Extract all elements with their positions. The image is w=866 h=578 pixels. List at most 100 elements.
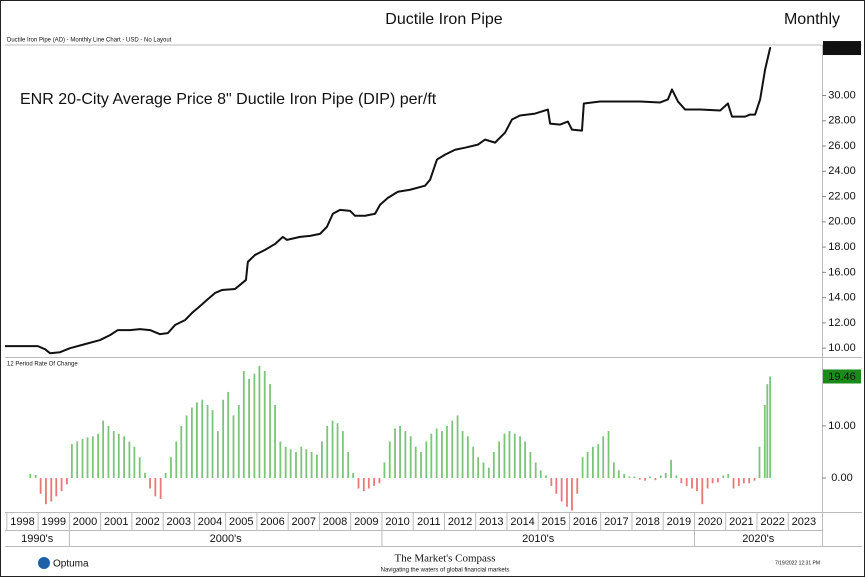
roc-bar — [196, 402, 198, 479]
roc-bar — [102, 420, 105, 479]
roc-bar — [420, 451, 422, 479]
roc-bar — [91, 436, 94, 479]
roc-bar — [649, 476, 651, 479]
roc-bar — [534, 462, 537, 479]
roc-bar — [696, 478, 698, 492]
roc-bar — [513, 433, 516, 479]
roc-bar — [623, 473, 626, 479]
roc-bar — [352, 472, 355, 479]
x-tick-label: 2018 — [635, 516, 659, 528]
x-tick-label: 2020 — [698, 516, 722, 528]
roc-bar — [529, 451, 532, 479]
roc-bar — [86, 437, 89, 479]
roc-bar — [279, 441, 282, 479]
x-tick-label: 2000 — [73, 516, 97, 528]
roc-bar — [191, 407, 193, 479]
roc-bar — [55, 478, 58, 497]
roc-bar — [378, 478, 381, 484]
roc-bar — [347, 451, 350, 479]
roc-bar — [253, 373, 256, 479]
roc-bar — [321, 441, 323, 479]
roc-bar — [305, 449, 308, 479]
x-tick-label: 2014 — [510, 516, 534, 528]
roc-bar — [357, 478, 360, 489]
caption: Ductile Iron Pipe (AD) - Monthly Line Ch… — [7, 38, 172, 44]
roc-bar — [341, 431, 344, 479]
y-tick-label: 0.00 — [831, 472, 852, 484]
timestamp: 7/19/2022 12:31 PM — [775, 560, 820, 566]
roc-bar — [763, 404, 766, 479]
roc-bar — [560, 478, 563, 502]
roc-bar — [211, 410, 214, 479]
x-tick-label: 2023 — [792, 516, 816, 528]
roc-bar — [742, 478, 745, 484]
x-tick-label: 2017 — [604, 516, 628, 528]
logo-text: Optuma — [53, 559, 89, 570]
y-tick-label: 20.00 — [828, 216, 856, 228]
last-value-box — [823, 369, 861, 384]
last-value-label: 19.46 — [828, 371, 856, 383]
roc-bar — [50, 478, 53, 502]
roc-bar — [60, 478, 63, 492]
chart-subtitle: Monthly — [784, 11, 840, 28]
roc-bar — [638, 478, 641, 480]
group-label: 2010's — [522, 533, 555, 545]
roc-bar — [269, 384, 271, 479]
y-tick-label: 22.00 — [828, 190, 856, 202]
y-tick-label: 16.00 — [828, 266, 856, 278]
logo: Optuma — [38, 557, 89, 570]
group-label: 2000's — [210, 533, 243, 545]
roc-bar — [717, 478, 719, 483]
roc-bar — [769, 376, 772, 479]
roc-bar — [367, 478, 370, 489]
roc-bar — [144, 472, 146, 479]
y-tick-label: 10.00 — [828, 420, 856, 432]
roc-bar — [555, 478, 558, 494]
last-value-box — [823, 41, 861, 56]
roc-bar — [612, 462, 615, 479]
roc-bar — [159, 478, 162, 499]
roc-bar — [737, 478, 740, 486]
y-tick-label: 30.00 — [828, 89, 856, 101]
roc-bar — [45, 478, 47, 505]
roc-bar — [519, 436, 521, 479]
y-tick-label: 14.00 — [828, 292, 856, 304]
roc-bar — [362, 478, 365, 492]
roc-bar — [107, 425, 110, 479]
x-tick-label: 2021 — [729, 516, 753, 528]
y-tick-label: 24.00 — [828, 165, 856, 177]
roc-bar — [524, 441, 526, 479]
roc-bar — [373, 478, 376, 486]
roc-bar — [206, 404, 209, 479]
roc-bar — [659, 475, 662, 479]
roc-bar — [487, 467, 490, 479]
roc-bar — [701, 478, 704, 505]
roc-bar — [326, 425, 329, 479]
roc-bar — [722, 475, 725, 479]
annotation: ENR 20-City Average Price 8" Ductile Iro… — [20, 91, 437, 108]
roc-bar — [586, 451, 589, 479]
roc-bar — [123, 436, 125, 479]
roc-bar — [430, 433, 433, 479]
roc-bar — [576, 478, 579, 494]
roc-bar — [617, 470, 620, 479]
x-tick-label: 2011 — [417, 516, 441, 528]
x-tick-label: 2015 — [542, 516, 566, 528]
roc-bar — [451, 420, 454, 479]
x-tick-label: 2004 — [198, 516, 222, 528]
roc-bar — [383, 462, 386, 479]
roc-bar — [602, 436, 605, 479]
roc-bar — [300, 446, 303, 479]
roc-bar — [404, 431, 407, 479]
x-tick-label: 2003 — [167, 516, 191, 528]
roc-bar — [394, 428, 396, 479]
x-tick-label: 2007 — [292, 516, 316, 528]
logo-icon — [38, 557, 50, 569]
roc-bar — [503, 433, 506, 479]
roc-bar — [388, 441, 391, 479]
roc-bar — [441, 431, 443, 479]
roc-bar — [664, 472, 667, 479]
x-tick-label: 2016 — [573, 516, 597, 528]
roc-bar — [263, 371, 266, 479]
